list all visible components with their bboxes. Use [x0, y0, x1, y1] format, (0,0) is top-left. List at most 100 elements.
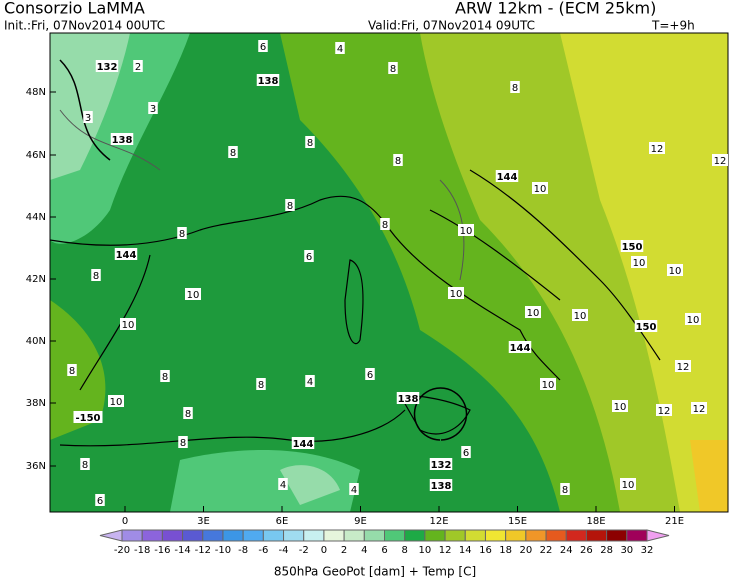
label-box: [712, 154, 728, 166]
contour-label: 12: [677, 362, 690, 373]
colorbar-label: 32: [641, 545, 654, 556]
contour-label: 8: [287, 201, 293, 212]
lat-label: 44N: [26, 212, 46, 223]
colorbar-box: [505, 529, 527, 542]
label-box: [691, 402, 707, 414]
colorbar-label: 14: [459, 545, 472, 556]
colorbar-label: 10: [419, 545, 432, 556]
contour-label: 4: [351, 485, 357, 496]
contour-label: 10: [122, 320, 135, 331]
label-box: [649, 142, 665, 154]
colorbar-box: [182, 529, 204, 542]
colorbar-label: 0: [321, 545, 327, 556]
label-box: [256, 378, 266, 390]
contour-label: 132: [97, 62, 118, 73]
lat-label: 36N: [26, 461, 46, 472]
colorbar-label: -2: [299, 545, 309, 556]
label-box: [80, 458, 90, 470]
label-box: [656, 404, 672, 416]
colorbar-box: [424, 529, 446, 542]
label-box: [458, 224, 474, 236]
label-box: [631, 256, 647, 268]
label-box: [148, 102, 158, 114]
label-box: [572, 309, 588, 321]
contour-label: 10: [527, 308, 540, 319]
contour-label: 8: [512, 83, 518, 94]
contour-label: 6: [97, 496, 103, 507]
label-box: [349, 483, 359, 495]
colorbar-label: -8: [238, 545, 248, 556]
contour-label: 10: [622, 480, 635, 491]
contour-label: 8: [82, 460, 88, 471]
colorbar-box: [565, 529, 587, 542]
label-box: [278, 478, 288, 490]
contour-label: 10: [614, 402, 627, 413]
contour-label: 144: [510, 343, 531, 354]
colorbar-box: [202, 529, 224, 542]
contour-label: 12: [693, 404, 706, 415]
colorbar-label: 30: [620, 545, 633, 556]
label-box: [365, 368, 375, 380]
label-box: [160, 370, 170, 382]
contour-label: 10: [633, 258, 646, 269]
colorbar-box: [121, 529, 143, 542]
label-box: [185, 288, 201, 300]
contour-label: 8: [180, 438, 186, 449]
label-box: [258, 40, 268, 52]
contour-label: 10: [669, 266, 682, 277]
contour-label: 12: [658, 406, 671, 417]
contour-label: 3: [85, 113, 91, 124]
caption: 850hPa GeoPot [dam] + Temp [C]: [274, 565, 476, 579]
label-box: [620, 478, 636, 490]
label-box: [95, 494, 105, 506]
colorbar-box: [404, 529, 426, 542]
contour-label: 8: [69, 366, 75, 377]
label-box: [95, 60, 119, 72]
colorbar-label: -18: [134, 545, 150, 556]
colorbar-box: [283, 529, 305, 542]
contour-label: 6: [367, 370, 373, 381]
contour-label: 8: [93, 271, 99, 282]
title: Consorzio LaMMA: [4, 0, 145, 18]
contour-label: 12: [714, 156, 727, 167]
label-box: [120, 318, 136, 330]
label-box: [335, 42, 345, 54]
label-box: [178, 436, 188, 448]
contour-label: 10: [450, 289, 463, 300]
label-box: [304, 250, 314, 262]
contour-label: 138: [112, 135, 133, 146]
colorbar-label: 16: [479, 545, 492, 556]
label-box: [510, 81, 520, 93]
lat-label: 46N: [26, 150, 46, 161]
label-box: [305, 136, 315, 148]
lon-label: 18E: [586, 516, 605, 527]
colorbar-label: 6: [381, 545, 387, 556]
colorbar-box: [303, 529, 325, 542]
colorbar-box: [384, 529, 406, 542]
colorbar-label: -20: [114, 545, 130, 556]
label-box: [675, 360, 691, 372]
label-box: [540, 378, 556, 390]
lon-label: 3E: [197, 516, 210, 527]
contour-label: 8: [307, 138, 313, 149]
colorbar-label: 18: [499, 545, 512, 556]
colorbar-label: -4: [279, 545, 289, 556]
colorbar-box: [606, 529, 628, 542]
contour-label: 10: [534, 184, 547, 195]
colorbar-label: 12: [439, 545, 452, 556]
lat-label: 48N: [26, 87, 46, 98]
colorbar-box: [323, 529, 345, 542]
colorbar-label: 20: [519, 545, 532, 556]
contour-label: 144: [116, 250, 137, 261]
contour-label: 144: [497, 172, 518, 183]
contour-label: 8: [162, 372, 168, 383]
contour-label: 2: [135, 62, 141, 73]
contour-label: 10: [460, 226, 473, 237]
contour-label: 4: [280, 480, 286, 491]
label-box: [525, 306, 541, 318]
contour-label: 4: [307, 377, 313, 388]
colorbar-arrow: [99, 529, 123, 542]
label-box: [108, 395, 124, 407]
contour-label: 10: [187, 290, 200, 301]
